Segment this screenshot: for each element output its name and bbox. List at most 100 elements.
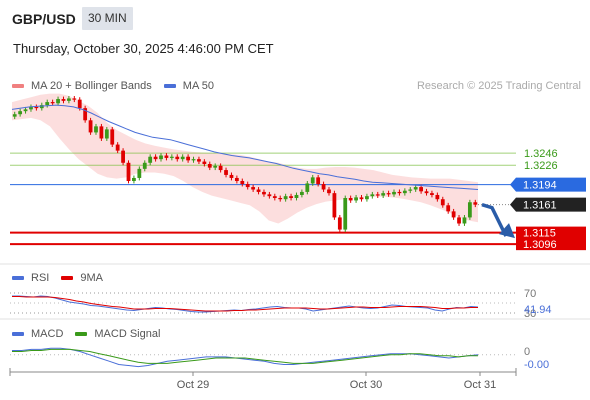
candle-body [137, 168, 142, 178]
candle-body [66, 98, 71, 101]
candle-body [159, 155, 163, 160]
current-price-box [510, 197, 586, 212]
legend-item-ma50: MA 50 [163, 80, 214, 92]
candle-body [50, 102, 55, 104]
legend-swatch-macd-signal [75, 332, 88, 336]
rsi-line [12, 295, 479, 313]
candle-body [240, 181, 245, 185]
candle-body [56, 99, 60, 104]
candle-body [462, 217, 467, 224]
candle-body [110, 129, 115, 145]
candle-body [457, 217, 461, 224]
candle-body [375, 194, 380, 196]
candle-body [45, 102, 50, 106]
candle-body [419, 187, 424, 192]
rsi-level-label-0: 70 [524, 288, 536, 300]
candle-body [430, 193, 434, 195]
candle-body [39, 105, 44, 109]
ma50-line [11, 104, 479, 190]
candle-body [29, 106, 33, 110]
candle-body [99, 126, 104, 139]
candle-body [126, 162, 131, 181]
legend-swatch-ma50 [163, 84, 176, 88]
candle-body [392, 191, 396, 195]
legend-item-rsi-ma: 9MA [61, 272, 103, 284]
resistance-label-1: 1.3226 [524, 160, 558, 172]
candle-body [316, 177, 321, 185]
macd-panel: 0-0.00 [10, 346, 549, 371]
price-levels-layer [10, 152, 516, 246]
time-tick-label-2: Oct 31 [464, 379, 496, 391]
candle-body [251, 187, 256, 190]
candles-layer [11, 96, 479, 232]
rsi-legend: RSI 9MA [12, 272, 115, 284]
legend-label-macd: MACD [31, 328, 64, 340]
legend-swatch-rsi [12, 276, 24, 280]
candle-body [337, 217, 342, 230]
legend-item-macd: MACD [12, 328, 63, 340]
forecast-arrow-head [499, 223, 515, 239]
attribution: Research © 2025 Trading Central [416, 80, 581, 92]
candle-body [467, 202, 472, 218]
datetime-label: Thursday, October 30, 2025 4:46:00 PM CE… [13, 41, 274, 56]
current-price-label: 1.3161 [523, 200, 557, 212]
legend-swatch-rsi-ma [61, 276, 74, 280]
candle-body [61, 99, 66, 101]
candle-body [153, 156, 158, 160]
support-label-box-5 [516, 238, 586, 251]
candle-body [202, 161, 207, 164]
candle-body [267, 194, 272, 197]
candle-body [386, 193, 391, 195]
candle-body [365, 196, 369, 200]
candle-body [272, 196, 277, 198]
bollinger-band-area [12, 93, 478, 224]
candle-body [262, 191, 266, 195]
candle-body [446, 205, 451, 212]
candle-body [381, 193, 386, 196]
candle-body [435, 194, 440, 200]
rsi-current-label: 41.94 [524, 304, 552, 316]
legend-label-rsi-ma: 9MA [80, 272, 103, 284]
legend-item-ma20: MA 20 + Bollinger Bands [12, 80, 152, 92]
candle-body [402, 190, 407, 194]
candle-body [207, 164, 212, 168]
legend-label-rsi: RSI [31, 272, 50, 284]
candle-body [348, 198, 353, 201]
symbol-title: GBP/USD [12, 11, 76, 27]
legend-item-rsi: RSI [12, 272, 49, 284]
candle-body [370, 194, 375, 197]
legend-swatch-macd [12, 332, 24, 336]
candle-body [77, 99, 82, 109]
candle-body [278, 198, 283, 200]
candle-body [180, 156, 185, 160]
legend-label-macd-signal: MACD Signal [94, 328, 161, 340]
candle-body [359, 197, 364, 200]
candle-body [94, 126, 98, 133]
macd-current-label: -0.00 [524, 359, 549, 371]
legend-label-ma20: MA 20 + Bollinger Bands [31, 80, 152, 92]
candle-body [294, 194, 299, 198]
candle-body [218, 165, 223, 171]
candle-body [142, 162, 147, 169]
candle-body [186, 156, 191, 161]
candle-body [408, 189, 413, 191]
macd-line [12, 347, 479, 368]
candle-body [321, 184, 326, 190]
candle-body [12, 114, 17, 117]
candle-body [197, 159, 201, 162]
candle-body [234, 177, 239, 181]
support-label-5: 1.3096 [523, 239, 557, 251]
candle-body [413, 187, 418, 190]
time-tick-label-1: Oct 30 [350, 379, 382, 391]
pivot-label-box [510, 177, 586, 192]
candle-body [83, 108, 88, 121]
candle-body [245, 184, 250, 188]
candle-body [256, 189, 261, 192]
candle-body [213, 165, 218, 168]
timeframe-badge[interactable]: 30 MIN [82, 7, 133, 30]
bollinger-layer [12, 93, 478, 224]
candle-body [332, 193, 337, 218]
candle-body [283, 196, 288, 200]
